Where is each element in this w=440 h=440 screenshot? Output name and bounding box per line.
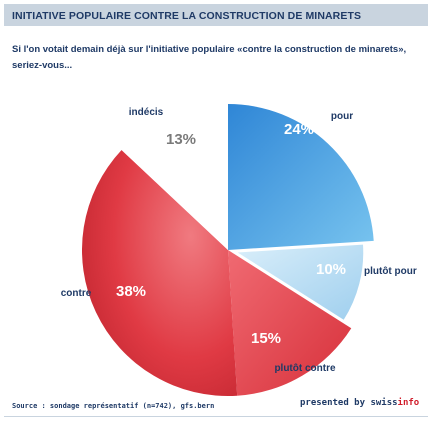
slice-value-label: 38% [116,283,146,300]
pie-slices [81,104,374,396]
slice-category-label: pour [331,111,353,122]
slice-category-label: plutôt contre [274,363,336,374]
survey-question: Si l'on votait demain déjà sur l'initiat… [12,44,407,71]
bottom-divider [4,416,428,417]
pie-value-labels: 24% 10% 15% 38% 13% [116,121,346,347]
pie-slice-plutôt-contre [228,250,352,396]
credit-brand: info [397,398,420,408]
slice-category-label: plutôt pour [364,266,417,277]
source-note: Source : sondage représentatif (n=742), … [12,402,215,410]
slice-value-label: 13% [166,131,196,148]
credit-line: presented by swissinfo [300,398,419,408]
pie-slice-plutôt-pour [237,244,364,320]
credit-prefix: presented by swiss [300,398,398,408]
slice-value-label: 10% [316,261,346,278]
slice-value-label: 24% [284,121,314,138]
chart-title: INITIATIVE POPULAIRE CONTRE LA CONSTRUCT… [12,10,362,22]
pie-slice-contre [81,150,238,396]
pie-slice-pour [228,104,374,250]
pie-slice-indécis [121,104,228,250]
title-bar [4,4,428,26]
slice-category-label: indécis [129,107,164,118]
slice-category-label: contre [61,288,92,299]
slice-value-label: 15% [251,330,281,347]
pie-category-labels: pour plutôt pour plutôt contre contre indéci… [61,107,417,374]
